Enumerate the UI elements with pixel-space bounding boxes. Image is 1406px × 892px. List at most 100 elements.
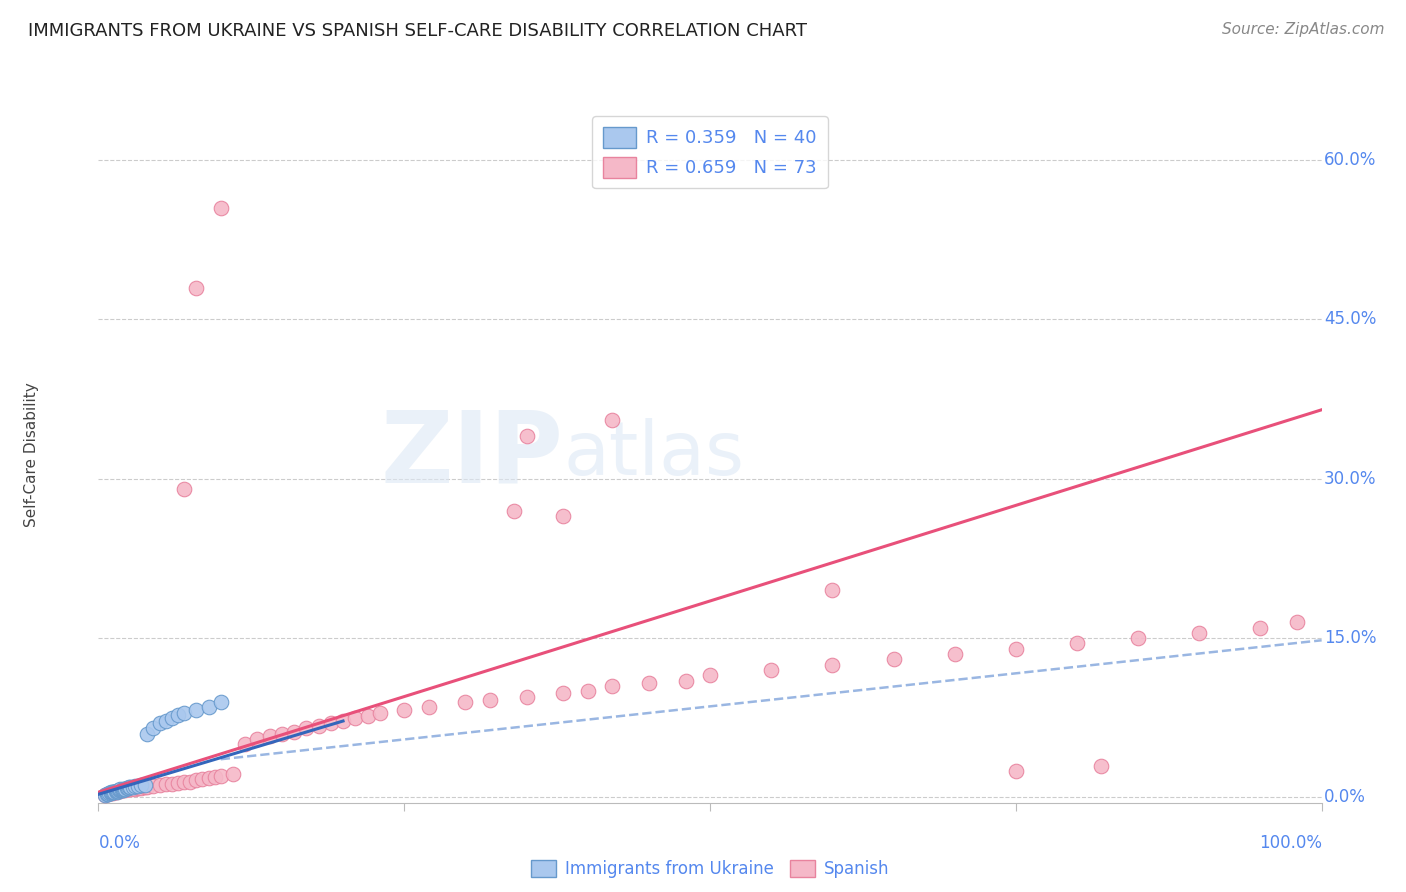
Point xyxy=(115,780,138,795)
Point xyxy=(675,673,697,688)
Point xyxy=(761,663,783,677)
Point xyxy=(155,777,177,791)
Text: 0.0%: 0.0% xyxy=(98,834,141,852)
Point xyxy=(576,684,599,698)
Point xyxy=(943,647,966,661)
Text: 0.0%: 0.0% xyxy=(1324,789,1367,806)
Point xyxy=(97,787,120,801)
Point xyxy=(209,201,232,215)
Point xyxy=(104,784,127,798)
Point xyxy=(105,784,128,798)
Point xyxy=(136,780,159,794)
Point xyxy=(110,782,132,797)
Point xyxy=(821,583,844,598)
Point xyxy=(155,714,177,728)
Point xyxy=(111,783,134,797)
Point xyxy=(111,783,134,797)
Point xyxy=(600,413,623,427)
Point xyxy=(167,707,190,722)
Point xyxy=(134,780,156,794)
Point xyxy=(233,738,256,752)
Point xyxy=(134,778,156,792)
Point xyxy=(105,785,128,799)
Point xyxy=(209,769,232,783)
Point xyxy=(100,786,122,800)
Point xyxy=(204,770,226,784)
Point xyxy=(259,729,281,743)
Point xyxy=(149,778,172,792)
Point xyxy=(392,703,416,717)
Point xyxy=(97,787,120,801)
Point xyxy=(107,784,129,798)
Point xyxy=(129,780,152,795)
Point xyxy=(478,692,501,706)
Point xyxy=(120,782,142,797)
Legend: R = 0.359   N = 40, R = 0.659   N = 73: R = 0.359 N = 40, R = 0.659 N = 73 xyxy=(592,116,828,188)
Point xyxy=(356,708,378,723)
Point xyxy=(117,780,139,795)
Point xyxy=(1004,764,1026,778)
Point xyxy=(209,695,232,709)
Point xyxy=(114,782,136,797)
Point xyxy=(1249,621,1271,635)
Point xyxy=(600,679,623,693)
Point xyxy=(96,787,118,801)
Point xyxy=(149,716,172,731)
Point xyxy=(101,785,124,799)
Text: ZIP: ZIP xyxy=(381,407,564,503)
Point xyxy=(142,722,165,736)
Point xyxy=(1188,625,1211,640)
Point xyxy=(100,786,122,800)
Point xyxy=(553,508,575,523)
Point xyxy=(295,722,318,736)
Point xyxy=(186,280,208,294)
Point xyxy=(1004,641,1026,656)
Point xyxy=(120,780,142,794)
Point xyxy=(93,789,115,803)
Point xyxy=(1128,631,1150,645)
Point xyxy=(105,785,128,799)
Point xyxy=(93,789,115,803)
Point xyxy=(637,675,661,690)
Text: Source: ZipAtlas.com: Source: ZipAtlas.com xyxy=(1222,22,1385,37)
Point xyxy=(112,782,135,797)
Point xyxy=(1286,615,1309,630)
Point xyxy=(127,779,149,793)
Point xyxy=(108,783,131,797)
Point xyxy=(308,719,330,733)
Text: Self-Care Disability: Self-Care Disability xyxy=(24,383,38,527)
Point xyxy=(124,779,146,793)
Point xyxy=(186,703,208,717)
Text: 15.0%: 15.0% xyxy=(1324,629,1376,648)
Point xyxy=(129,778,152,792)
Point xyxy=(127,780,149,795)
Point xyxy=(114,783,136,797)
Point xyxy=(107,784,129,798)
Point xyxy=(1066,636,1088,650)
Point xyxy=(160,777,183,791)
Point xyxy=(699,668,721,682)
Text: 60.0%: 60.0% xyxy=(1324,151,1376,169)
Point xyxy=(179,774,201,789)
Point xyxy=(515,690,537,704)
Point xyxy=(173,706,195,720)
Point xyxy=(142,779,165,793)
Point xyxy=(118,782,141,797)
Point xyxy=(283,724,305,739)
Point xyxy=(191,772,214,787)
Point xyxy=(101,786,124,800)
Point xyxy=(100,785,122,799)
Point xyxy=(454,695,477,709)
Point xyxy=(121,780,143,794)
Point xyxy=(111,782,134,797)
Point xyxy=(111,783,134,797)
Text: atlas: atlas xyxy=(564,418,744,491)
Point xyxy=(418,700,440,714)
Point xyxy=(503,504,526,518)
Point xyxy=(118,780,141,794)
Point xyxy=(110,783,132,797)
Point xyxy=(270,727,294,741)
Point xyxy=(173,483,195,497)
Point xyxy=(222,767,245,781)
Point xyxy=(124,782,146,797)
